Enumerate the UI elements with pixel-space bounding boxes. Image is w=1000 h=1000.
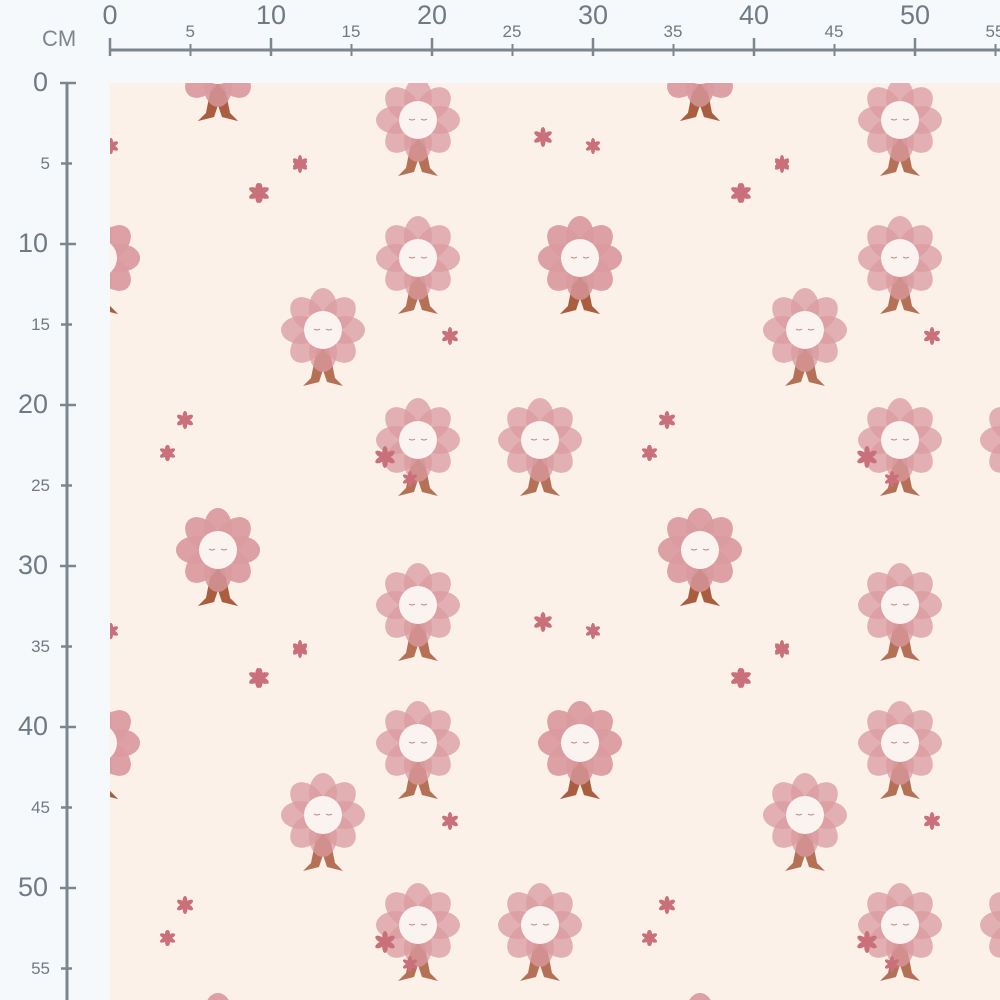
- ruler-label: 35: [31, 636, 50, 656]
- ruler-label: 25: [31, 475, 50, 495]
- unit-label: CM: [42, 26, 77, 51]
- ruler-label: 10: [256, 0, 287, 30]
- ruler-label: 35: [663, 22, 683, 41]
- ruler-label: 30: [17, 550, 48, 580]
- ruler-label: 15: [31, 314, 50, 334]
- ruler-label: 50: [900, 0, 931, 30]
- ruler-label: 55: [31, 958, 50, 978]
- ruler-label: 45: [824, 22, 844, 41]
- ruler-label: 5: [40, 153, 50, 173]
- fabric-preview: [110, 83, 1000, 1000]
- fairy-pattern: [110, 83, 1000, 1000]
- fabric-pattern: [110, 83, 1000, 1000]
- ruler-label: 15: [341, 22, 361, 41]
- ruler-label: 0: [32, 67, 48, 97]
- ruler-label: 55: [985, 22, 1000, 41]
- ruler-label: 5: [185, 22, 195, 41]
- ruler-label: 40: [17, 711, 48, 741]
- ruler-label: 30: [578, 0, 609, 30]
- ruler-label: 20: [17, 389, 48, 419]
- ruler-label: 20: [417, 0, 448, 30]
- ruler-label: 40: [739, 0, 770, 30]
- ruler-label: 25: [502, 22, 522, 41]
- ruler-label: 45: [31, 797, 50, 817]
- ruler-label: 10: [17, 228, 48, 258]
- ruler-label: 50: [17, 872, 48, 902]
- ruler-label: 0: [102, 0, 118, 30]
